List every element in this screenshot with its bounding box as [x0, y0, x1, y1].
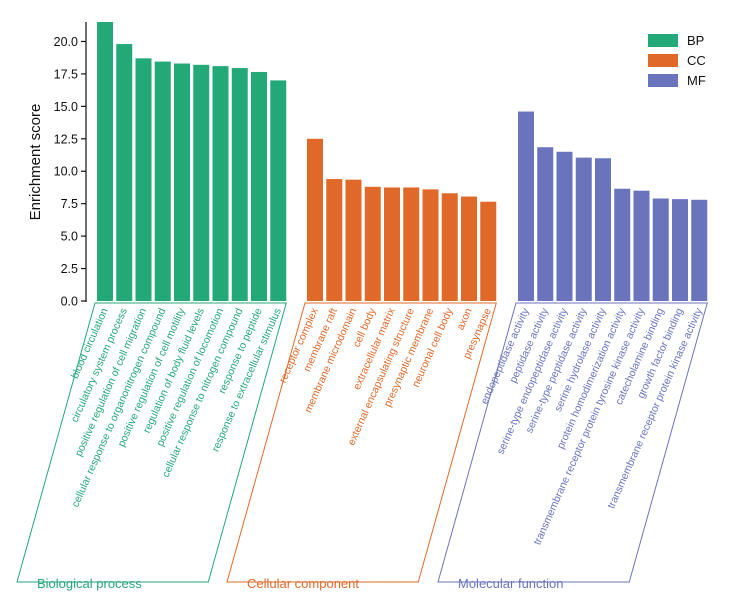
bar: [270, 80, 287, 301]
legend-swatch: [648, 34, 678, 47]
y-tick-label: 5.0: [61, 230, 78, 244]
bar: [672, 199, 688, 301]
bar: [537, 147, 554, 301]
bar: [135, 58, 152, 301]
bar: [614, 188, 631, 301]
bar: [518, 111, 534, 301]
y-tick-label: 7.5: [61, 197, 78, 211]
bar: [231, 68, 248, 301]
bar: [326, 179, 343, 301]
group-bracket: [226, 302, 497, 583]
bar: [633, 190, 650, 301]
bar: [364, 186, 381, 301]
bar: [403, 187, 420, 301]
bars: [97, 22, 708, 302]
bar: [345, 179, 362, 301]
bar: [461, 196, 477, 301]
bar: [441, 193, 458, 301]
bar: [307, 138, 323, 301]
bar: [556, 151, 573, 301]
legend-swatch: [648, 74, 678, 87]
y-tick-label: 2.5: [61, 262, 78, 276]
y-axis: 0.0 2.5 5.0 7.5 10.0 12.5 15.0 17.5 20.0: [54, 22, 87, 309]
group-label: Cellular component: [247, 576, 359, 591]
bar: [212, 66, 229, 301]
group-bracket: [437, 302, 708, 583]
bar: [575, 157, 592, 301]
legend-label: BP: [687, 33, 704, 48]
bar: [116, 44, 133, 302]
bar: [480, 201, 497, 301]
group-bracket: [16, 302, 287, 583]
bar: [97, 22, 113, 301]
bar: [174, 63, 190, 302]
bar: [652, 198, 669, 301]
y-tick-label: 10.0: [54, 165, 78, 179]
y-tick-label: 15.0: [54, 100, 78, 114]
group-label: Biological process: [37, 576, 142, 591]
y-tick-label: 20.0: [54, 35, 78, 49]
legend-swatch: [648, 54, 678, 67]
y-tick-label: 12.5: [54, 132, 78, 146]
bar: [595, 158, 611, 301]
legend-label: CC: [687, 53, 706, 68]
bar: [193, 64, 210, 301]
y-axis-title: Enrichment score: [27, 104, 44, 221]
group-brackets: Biological process Cellular component Mole…: [16, 302, 708, 591]
bar: [422, 189, 439, 301]
y-tick-label: 17.5: [54, 67, 78, 81]
bar: [384, 187, 400, 301]
bar: [154, 61, 171, 301]
bar: [691, 199, 708, 301]
bar: [251, 71, 267, 301]
legend-label: MF: [687, 73, 706, 88]
category-label: axon: [455, 306, 475, 332]
y-tick-label: 0.0: [61, 295, 78, 309]
legend: BP CC MF: [648, 33, 706, 88]
group-label: Molecular function: [458, 576, 564, 591]
